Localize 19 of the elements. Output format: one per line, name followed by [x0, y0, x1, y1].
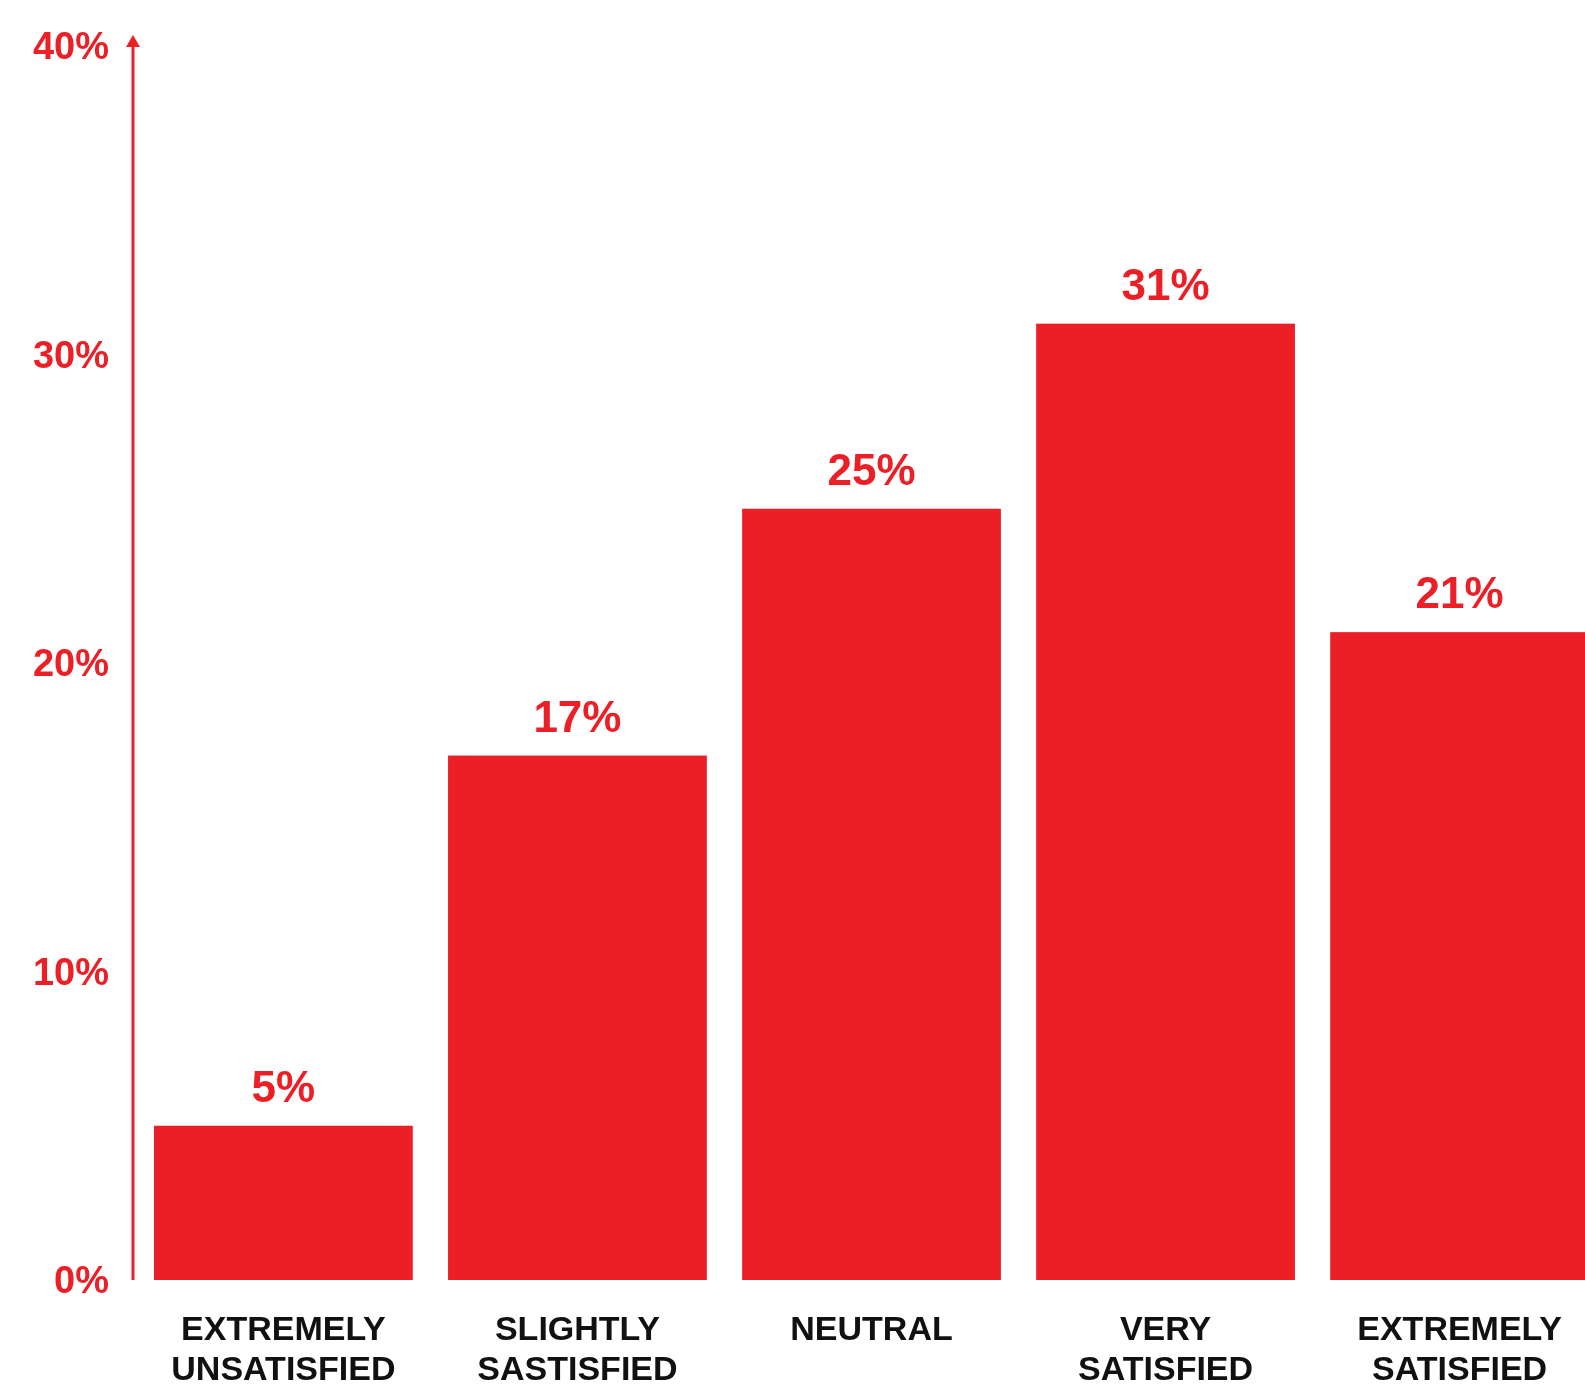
y-tick-label: 20%: [32, 642, 109, 685]
data-label: 5%: [251, 1061, 316, 1111]
bar: [154, 1125, 413, 1280]
x-tick-label: NEUTRAL: [790, 1309, 953, 1347]
x-tick-label: EXTREMELY UNSATISFIED: [171, 1309, 396, 1384]
data-label: 25%: [827, 444, 916, 494]
data-label: 31%: [1121, 259, 1210, 309]
data-label: 17%: [533, 691, 622, 741]
y-tick-label: 30%: [32, 333, 109, 376]
y-tick-label: 10%: [32, 950, 109, 993]
x-tick-label: SLIGHTLY SASTISFIED: [477, 1309, 678, 1384]
y-tick-label: 0%: [54, 1259, 109, 1302]
x-tick-label: VERY SATISFIED: [1078, 1309, 1254, 1384]
bar: [1036, 323, 1295, 1280]
data-label: 21%: [1415, 568, 1504, 618]
y-tick-label: 40%: [32, 25, 109, 68]
bar: [448, 755, 707, 1280]
x-tick-label: EXTREMELY SATISFIED: [1357, 1309, 1563, 1384]
bar: [742, 508, 1001, 1280]
